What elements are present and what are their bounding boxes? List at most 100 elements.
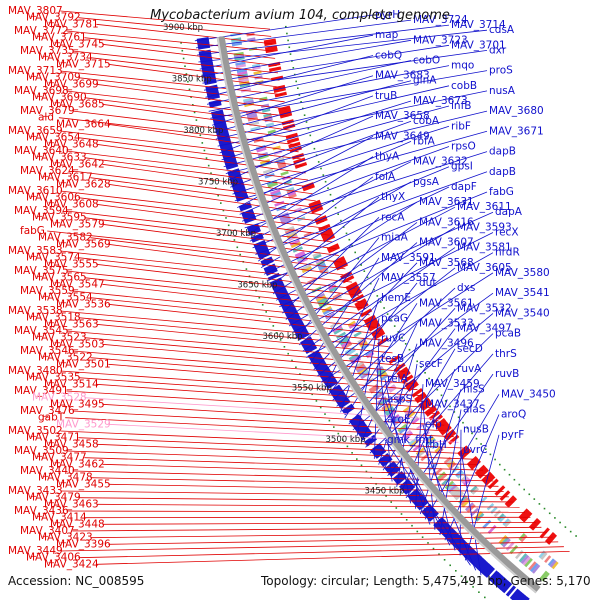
- ring-dot: [319, 406, 322, 409]
- ring-dot: [327, 187, 329, 189]
- gene-forward-mark: [215, 129, 229, 136]
- ring-dot: [484, 448, 487, 450]
- ring-dot: [421, 536, 424, 538]
- left-connector: [102, 343, 405, 372]
- gene-reverse-mark: [418, 397, 431, 408]
- right-gene-label: MAV_3724: [413, 14, 468, 26]
- gene-forward-mark: [200, 59, 213, 65]
- ring-dot: [289, 53, 292, 55]
- ring-dot: [303, 380, 305, 382]
- cog-band-mark: [272, 145, 281, 151]
- cog-band-mark: [236, 68, 248, 74]
- right-connector: [356, 318, 380, 436]
- gene-reverse-mark: [326, 243, 340, 252]
- cog-band-mark: [411, 417, 420, 425]
- ring-dot: [248, 275, 251, 278]
- cog-band-mark: [498, 514, 507, 523]
- left-gene-label: MAV_3538: [8, 305, 63, 317]
- gene-forward-mark: [452, 536, 464, 548]
- cog-band-mark: [256, 147, 267, 153]
- right-connector: [201, 39, 412, 77]
- right-gene-label: MAV_3580: [495, 267, 550, 279]
- ring-dot: [432, 547, 435, 550]
- cog-band-mark: [243, 99, 254, 105]
- cog-band-mark: [329, 286, 338, 293]
- ring-dot: [471, 432, 473, 435]
- right-connector: [213, 80, 412, 133]
- cog-band-mark: [436, 471, 446, 481]
- cog-band-mark: [307, 277, 318, 285]
- left-gene-label: MAV_3579: [50, 218, 105, 230]
- gene-reverse-mark: [530, 519, 542, 531]
- left-gene-label: MAV_3471: [26, 432, 81, 444]
- gene-forward-mark: [434, 518, 446, 530]
- ring-dot: [313, 147, 316, 150]
- ring-dot: [340, 219, 342, 222]
- gene-reverse-mark: [286, 137, 300, 144]
- cog-band-mark: [271, 193, 283, 200]
- left-gene-label: MAV_3608: [44, 198, 99, 210]
- ring-dot: [222, 209, 225, 212]
- left-gene-label: MAV_3518: [26, 312, 81, 324]
- right-gene-label: MAV_3631: [419, 196, 474, 208]
- gene-reverse-mark: [347, 285, 360, 295]
- gene-reverse-mark: [528, 518, 540, 530]
- left-gene-label: MAV_3502: [8, 425, 63, 437]
- gene-forward-mark: [334, 393, 347, 403]
- ring-dot: [201, 142, 204, 144]
- left-gene-label: MAV_3735: [20, 45, 75, 57]
- ring-dot: [197, 126, 200, 129]
- scale-labels: 3900 kbp 3850 kbp 3800 kbp 3750 kbp 3700 kbp…: [163, 23, 405, 497]
- gene-forward-mark: [260, 256, 273, 265]
- gene-forward-mark: [256, 247, 269, 255]
- ring-dot: [217, 194, 219, 197]
- gene-reverse-mark: [434, 418, 446, 429]
- gene-forward-mark: [280, 300, 294, 309]
- ring-dot: [395, 507, 398, 509]
- right-connector: [396, 363, 418, 487]
- right-connector: [439, 409, 462, 536]
- accession-text: Accession: NC_008595: [8, 574, 145, 588]
- cog-band-mark: [500, 536, 510, 546]
- ring-dot: [436, 388, 439, 391]
- ring-dot: [251, 282, 254, 285]
- gene-forward-mark: [394, 472, 406, 484]
- right-gene-label: MAV_3673: [413, 95, 468, 107]
- right-connector: [282, 217, 380, 314]
- ring-dot: [279, 339, 282, 341]
- left-gene-label: MAV_3781: [44, 18, 99, 30]
- gene-forward-mark: [480, 563, 492, 575]
- cog-band-mark: [246, 111, 257, 117]
- gene-reverse-mark: [278, 107, 292, 114]
- gene-forward-mark: [232, 185, 246, 193]
- cog-band-mark: [314, 292, 325, 300]
- gene-forward-mark: [524, 596, 530, 600]
- ring-dot: [337, 213, 339, 215]
- cog-band-mark: [482, 519, 492, 529]
- ring-dot: [258, 296, 261, 299]
- right-connector: [384, 439, 471, 566]
- left-connector: [78, 317, 389, 347]
- gene-forward-mark: [379, 455, 391, 465]
- cog-band-mark: [341, 340, 351, 348]
- right-gene-label: hemE: [381, 292, 411, 304]
- right-gene-label: thyA: [375, 151, 400, 163]
- gene-reverse-mark: [363, 314, 376, 324]
- ring-dot: [311, 393, 313, 396]
- right-connector: [309, 257, 380, 364]
- gene-forward-mark: [284, 307, 297, 316]
- scale-label: 3700 kbp: [216, 229, 256, 239]
- gene-forward-mark: [215, 126, 228, 133]
- ring-dot: [265, 311, 267, 313]
- gene-forward-mark: [501, 582, 513, 594]
- right-gene-label: relA: [387, 373, 408, 385]
- right-gene-label: nrdR: [495, 247, 520, 259]
- cog-band-mark: [296, 255, 307, 262]
- ring-dot: [478, 591, 480, 593]
- gene-forward-mark: [509, 588, 520, 600]
- cog-band-mark: [274, 200, 285, 207]
- gene-forward-mark: [287, 313, 301, 323]
- right-connector: [340, 298, 380, 413]
- gene-reverse-mark: [279, 109, 292, 117]
- cog-band-mark: [451, 487, 461, 497]
